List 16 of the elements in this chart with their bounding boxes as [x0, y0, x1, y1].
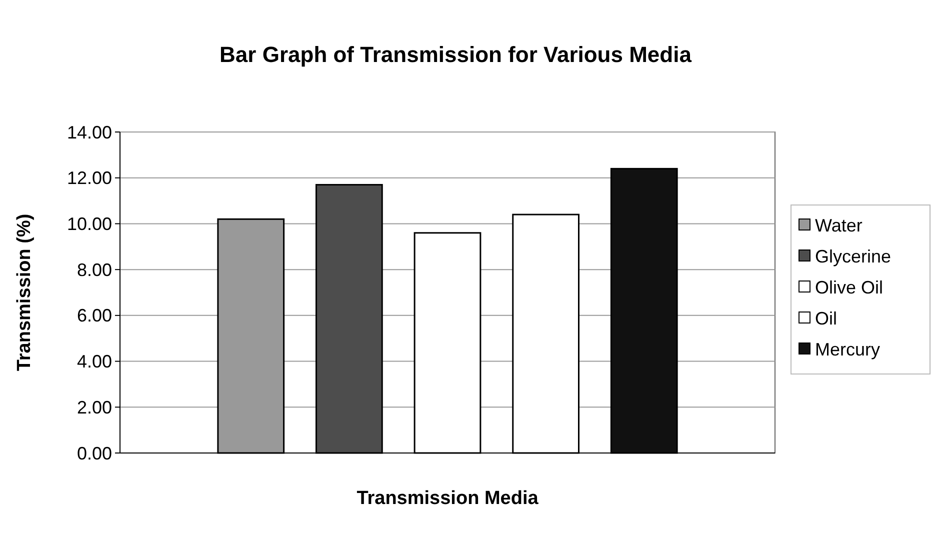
y-tick-label: 4.00 [76, 352, 112, 372]
y-tick-label: 2.00 [76, 397, 112, 418]
legend-label: Water [815, 215, 862, 236]
y-tick-label: 0.00 [76, 443, 112, 464]
y-axis-title: Transmission (%) [14, 214, 35, 372]
y-tick-label: 12.00 [66, 168, 112, 188]
y-tick-label: 14.00 [66, 122, 112, 142]
legend-label: Mercury [815, 339, 880, 360]
y-tick-label: 10.00 [66, 214, 112, 234]
legend-label: Glycerine [815, 246, 892, 266]
y-tick-label: 8.00 [76, 260, 112, 280]
y-tick-label: 6.00 [76, 306, 112, 326]
legend-label: Olive Oil [815, 277, 884, 298]
legend-label: Oil [815, 308, 837, 328]
x-axis-title: Transmission Media [356, 488, 539, 509]
chart-title: Bar Graph of Transmission for Various Media [220, 42, 692, 67]
